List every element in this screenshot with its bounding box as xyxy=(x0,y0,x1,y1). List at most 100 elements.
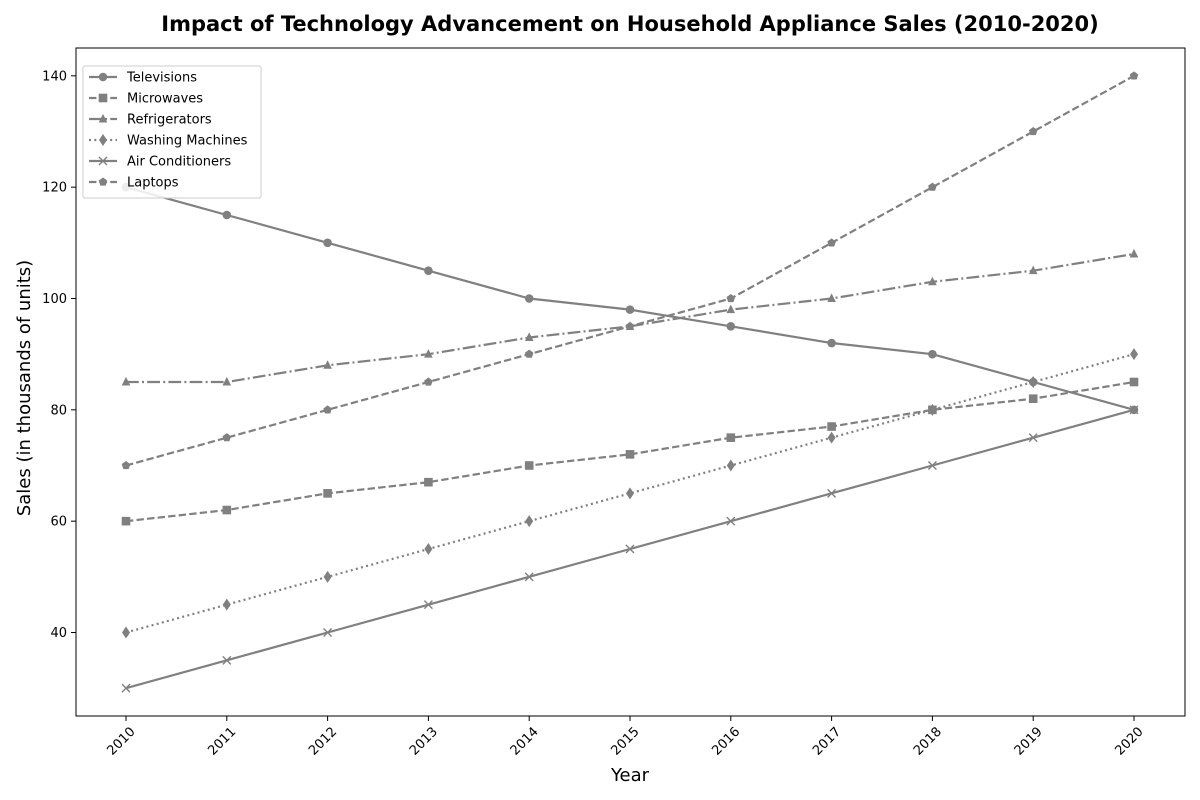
series-line xyxy=(125,186,1135,411)
legend-label: Air Conditioners xyxy=(127,155,231,170)
x-tick-label: 2017 xyxy=(810,725,844,759)
data-point xyxy=(222,376,232,386)
data-point xyxy=(625,321,635,330)
legend: Televisions Microwaves Refrigerators Washin… xyxy=(82,65,262,199)
data-point xyxy=(423,600,433,610)
legend-marker xyxy=(98,177,108,186)
data-point xyxy=(827,238,836,247)
x-tick-label: 2014 xyxy=(508,725,542,759)
data-point xyxy=(827,338,836,348)
data-point xyxy=(122,626,130,639)
data-point xyxy=(827,488,837,498)
data-point xyxy=(525,515,534,528)
data-point xyxy=(726,322,736,331)
data-point xyxy=(827,431,836,444)
data-point xyxy=(1029,376,1038,388)
data-point xyxy=(625,544,635,554)
legend-marker xyxy=(98,156,108,166)
data-point xyxy=(424,477,433,487)
data-point xyxy=(1129,71,1139,80)
data-point xyxy=(827,422,836,431)
data-point xyxy=(524,461,534,470)
data-point xyxy=(121,516,131,526)
series-refrigerators xyxy=(121,248,1139,386)
y-axis-label: Sales (in thousands of units) xyxy=(14,260,35,516)
data-point xyxy=(323,489,332,498)
x-tick-label: 2019 xyxy=(1012,725,1046,759)
y-tick-label: 80 xyxy=(50,403,67,418)
data-point xyxy=(928,349,937,359)
legend-label: Laptops xyxy=(127,176,179,191)
legend-marker xyxy=(99,134,107,146)
data-point xyxy=(121,683,131,693)
data-point xyxy=(222,505,232,515)
legend-label: Refrigerators xyxy=(127,113,212,128)
data-point xyxy=(726,294,736,303)
data-point xyxy=(625,305,635,314)
data-point xyxy=(726,304,736,314)
series-laptops xyxy=(121,71,1139,470)
data-point xyxy=(726,516,736,526)
data-point xyxy=(927,461,937,470)
legend-marker xyxy=(98,93,108,103)
series-line xyxy=(125,74,1135,467)
data-point xyxy=(1130,348,1138,361)
data-point xyxy=(1028,433,1038,443)
data-point xyxy=(424,377,433,386)
data-point xyxy=(323,405,332,414)
data-point xyxy=(222,433,232,442)
y-tick-label: 140 xyxy=(42,69,67,84)
legend-label: Microwaves xyxy=(127,92,203,107)
data-point xyxy=(524,294,534,303)
x-tick-label: 2016 xyxy=(709,725,743,759)
legend-box xyxy=(82,65,262,199)
data-point xyxy=(424,543,433,555)
data-point xyxy=(222,210,232,220)
data-point xyxy=(323,360,332,369)
x-tick-label: 2015 xyxy=(609,725,643,759)
data-point xyxy=(323,238,332,248)
data-point xyxy=(121,461,131,470)
x-tick-label: 2012 xyxy=(306,725,340,759)
series-televisions xyxy=(121,182,1139,415)
data-point xyxy=(524,332,534,341)
data-point xyxy=(524,572,534,582)
legend-label: Televisions xyxy=(126,71,197,86)
legend-marker xyxy=(98,113,108,123)
data-point xyxy=(1129,377,1139,387)
data-point xyxy=(1129,405,1139,415)
data-point xyxy=(626,487,634,500)
data-point xyxy=(1028,127,1038,136)
data-point xyxy=(726,433,736,442)
y-tick-label: 120 xyxy=(42,181,67,196)
data-point xyxy=(524,349,534,358)
series-air-conditioners xyxy=(121,405,1139,693)
data-point xyxy=(424,349,433,358)
series-line xyxy=(126,252,1135,384)
y-tick-label: 40 xyxy=(50,626,67,641)
chart-title: Impact of Technology Advancement on Hous… xyxy=(161,12,1098,36)
data-point xyxy=(726,459,735,472)
data-point xyxy=(1028,394,1038,403)
x-tick-label: 2013 xyxy=(407,725,441,759)
plot-frame xyxy=(75,47,1186,717)
data-point xyxy=(827,293,836,302)
series-line xyxy=(125,380,1135,523)
data-point xyxy=(121,376,131,386)
plot-area: 2010 2011 2012 2013 2014 2015 2016 2017 2018 2019… xyxy=(42,47,1186,759)
y-tick-label: 60 xyxy=(50,515,67,530)
x-tick-label: 2010 xyxy=(105,725,139,759)
data-point xyxy=(323,570,332,583)
data-point xyxy=(625,450,635,459)
legend-label: Washing Machines xyxy=(127,134,248,149)
data-point xyxy=(323,628,333,637)
x-tick-label: 2020 xyxy=(1113,725,1147,759)
y-tick-label: 100 xyxy=(42,292,67,307)
legend-marker xyxy=(98,72,108,82)
x-tick-label: 2011 xyxy=(205,725,239,759)
data-point xyxy=(928,276,937,286)
data-point xyxy=(222,655,232,665)
data-point xyxy=(1129,248,1139,258)
x-tick-label: 2018 xyxy=(911,725,945,759)
data-point xyxy=(928,403,937,416)
